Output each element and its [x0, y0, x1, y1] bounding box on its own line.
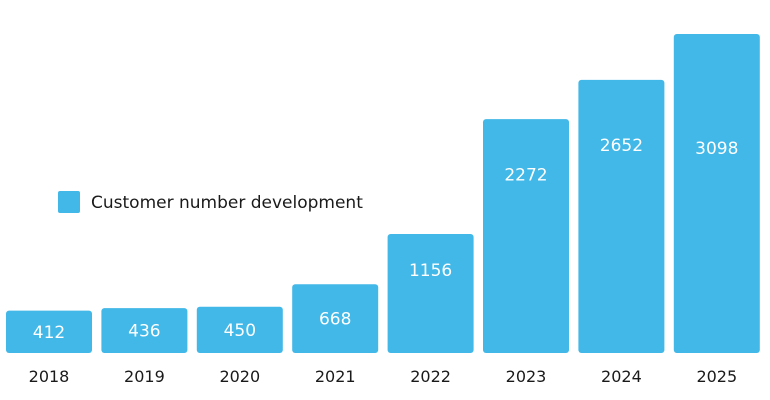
bar-2020 — [196, 306, 283, 353]
bar-value-label-2020: 450 — [224, 321, 256, 341]
x-tick-label-2023: 2023 — [506, 367, 547, 386]
x-tick-label-2019: 2019 — [124, 367, 165, 386]
bars-group — [6, 34, 760, 354]
bar-2023 — [483, 119, 569, 353]
bar-value-label-2024: 2652 — [600, 136, 643, 156]
bar-2019 — [101, 308, 188, 353]
x-tick-label-2025: 2025 — [696, 367, 737, 386]
bar-value-label-2018: 412 — [33, 323, 65, 343]
bar-2022 — [387, 234, 474, 353]
x-tick-label-2021: 2021 — [315, 367, 356, 386]
bar-2018 — [6, 310, 92, 353]
x-tick-label-2018: 2018 — [29, 367, 70, 386]
legend-swatch — [58, 191, 80, 213]
bar-value-label-2022: 1156 — [409, 261, 452, 281]
x-tick-label-2020: 2020 — [219, 367, 260, 386]
x-axis-ticks: 2018 2019 2020 2021 2022 2023 2024 2025 — [29, 367, 738, 386]
bar-2021 — [292, 284, 379, 353]
bar-value-label-2021: 668 — [319, 310, 351, 330]
x-tick-label-2022: 2022 — [410, 367, 451, 386]
bar-2025 — [673, 34, 760, 353]
bar-labels-group: 412 436 450 668 1156 2272 2652 3098 — [33, 136, 739, 343]
legend: Customer number development — [58, 191, 363, 213]
bar-value-label-2025: 3098 — [695, 139, 738, 159]
bar-value-label-2023: 2272 — [504, 166, 547, 186]
bar-2024 — [578, 79, 665, 354]
x-tick-label-2024: 2024 — [601, 367, 642, 386]
bar-value-label-2019: 436 — [128, 322, 160, 342]
legend-label: Customer number development — [91, 193, 363, 213]
